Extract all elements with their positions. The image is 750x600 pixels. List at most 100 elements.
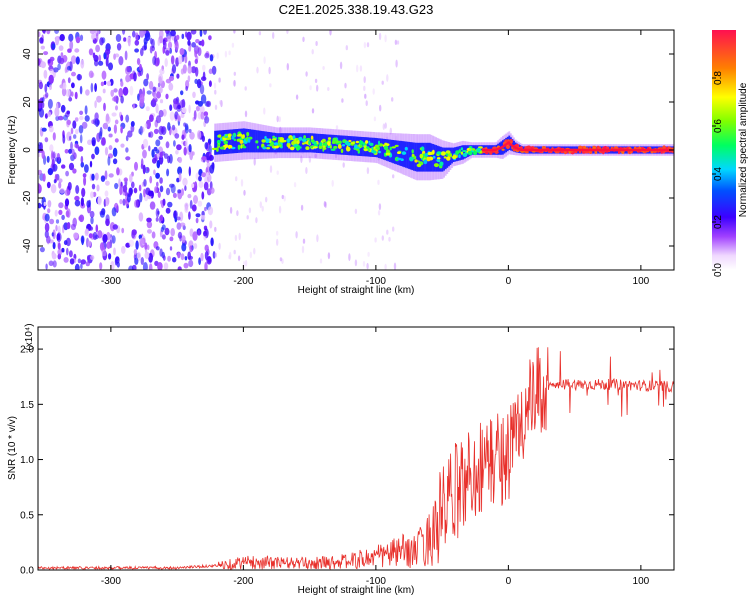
- spectrogram-noise-cell: [111, 235, 116, 244]
- spectrogram-noise-cell: [184, 185, 187, 191]
- spectrogram-ridge-cell: [420, 146, 425, 152]
- spectrogram-noise-cell: [331, 179, 334, 187]
- spectrogram-ridge-core: [408, 141, 410, 169]
- spectrogram-ridge-cell: [223, 140, 228, 145]
- spectrogram-ridge-cell: [385, 152, 391, 156]
- spectrogram-noise-cell: [195, 217, 199, 224]
- spectrogram-noise-cell: [71, 71, 76, 77]
- spectrogram-noise-cell: [148, 80, 154, 90]
- spectrogram-noise-cell: [183, 146, 187, 156]
- spectrogram-noise-cell: [392, 226, 395, 232]
- spectrogram-ridge-cell: [469, 148, 472, 151]
- spectrogram-noise-cell: [87, 240, 92, 247]
- spectrogram-noise-cell: [73, 134, 77, 139]
- spectrogram-noise-cell: [181, 107, 187, 114]
- spectrogram-ridge-cell: [592, 146, 596, 150]
- spectrogram-noise-cell: [170, 30, 176, 37]
- spectrogram-noise-cell: [80, 161, 85, 168]
- spectrogram-ridge-core: [228, 129, 231, 154]
- spectrogram-noise-cell: [167, 201, 173, 208]
- spectrogram-ridge-core: [254, 129, 256, 153]
- spectrogram-noise-cell: [384, 263, 387, 270]
- spectrogram-x-tick-label: 0: [506, 276, 512, 287]
- spectrogram-noise-cell: [177, 189, 182, 194]
- spectrogram-noise-cell: [120, 114, 124, 122]
- spectrogram-noise-cell: [190, 30, 197, 35]
- spectrogram-noise-cell: [69, 40, 74, 50]
- snr-y-tick-label: 1.0: [20, 455, 34, 466]
- spectrogram-ridge-cell: [344, 141, 350, 145]
- spectrogram-noise-cell: [140, 158, 144, 168]
- spectrogram-noise-cell: [327, 252, 331, 260]
- spectrogram-noise-cell: [293, 182, 297, 188]
- spectrogram-ridge-cell: [433, 163, 439, 168]
- snr-x-tick-label: 100: [633, 576, 650, 587]
- spectrogram-noise-cell: [147, 229, 152, 234]
- spectrogram-noise-cell: [201, 156, 207, 161]
- spectrogram-noise-cell: [52, 260, 57, 268]
- spectrogram-noise-cell: [344, 82, 347, 89]
- spectrogram-ridge-cell: [265, 138, 270, 144]
- spectrogram-noise-cell: [168, 82, 174, 91]
- spectrogram-noise-cell: [146, 244, 150, 251]
- spectrogram-ridge-cell: [331, 141, 337, 144]
- spectrogram-ridge-cell: [471, 148, 476, 151]
- spectrogram-noise-cell: [119, 199, 123, 205]
- spectrogram-noise-cell: [263, 107, 266, 115]
- spectrogram-ridge-cell: [272, 138, 277, 141]
- colorbar-tick-label: 0.2: [713, 215, 724, 229]
- spectrogram-ridge-cell: [485, 151, 489, 155]
- spectrogram-noise-cell: [45, 263, 48, 270]
- snr-y-tick-label: 1.5: [20, 400, 34, 411]
- spectrogram-ridge-core: [440, 146, 442, 172]
- spectrogram-noise-cell: [121, 227, 125, 234]
- spectrogram-noise-cell: [204, 250, 209, 261]
- spectrogram-noise-cell: [74, 91, 78, 100]
- spectrogram-noise-cell: [149, 37, 153, 45]
- spectrogram-noise-cell: [111, 112, 117, 117]
- spectrogram-noise-cell: [377, 210, 381, 216]
- spectrogram-noise-cell: [213, 82, 217, 89]
- spectrogram-ridge-cell: [239, 139, 244, 144]
- spectrogram-noise-cell: [359, 65, 363, 72]
- spectrogram-noise-cell: [300, 155, 303, 163]
- spectrogram-y-tick-label: -40: [22, 238, 33, 253]
- spectrogram-noise-cell: [149, 201, 156, 210]
- spectrogram-noise-cell: [53, 67, 59, 73]
- spectrogram-noise-cell: [115, 256, 120, 264]
- spectrogram-noise-cell: [204, 142, 209, 150]
- spectrogram-noise-cell: [91, 33, 96, 41]
- spectrogram-noise-cell: [128, 265, 134, 270]
- spectrogram-noise-cell: [54, 30, 60, 34]
- spectrogram-noise-cell: [77, 146, 84, 152]
- spectrogram-noise-cell: [354, 259, 358, 267]
- spectrogram-noise-cell: [49, 68, 54, 74]
- spectrogram-noise-cell: [112, 158, 118, 165]
- spectrogram-noise-cell: [64, 149, 69, 154]
- spectrogram-noise-cell: [62, 82, 67, 90]
- spectrogram-noise-cell: [42, 173, 46, 182]
- spectrogram-noise-cell: [115, 105, 118, 111]
- spectrogram-noise-cell: [105, 180, 110, 186]
- spectrogram-noise-cell: [60, 104, 66, 113]
- spectrogram-noise-cell: [113, 88, 118, 93]
- spectrogram-noise-cell: [134, 161, 138, 171]
- spectrogram-noise-cell: [339, 61, 343, 70]
- spectrogram-noise-cell: [38, 184, 42, 194]
- spectrogram-noise-cell: [103, 102, 106, 112]
- spectrogram-noise-cell: [180, 253, 185, 261]
- spectrogram-noise-cell: [51, 252, 57, 260]
- spectrogram-noise-cell: [177, 252, 181, 259]
- spectrogram-noise-cell: [197, 130, 202, 140]
- spectrogram-noise-cell: [111, 207, 117, 217]
- spectrogram-noise-cell: [112, 224, 119, 230]
- spectrogram-noise-cell: [149, 114, 154, 122]
- spectrogram-noise-cell: [68, 97, 73, 102]
- spectrogram-noise-cell: [392, 174, 395, 179]
- spectrogram-noise-cell: [58, 202, 64, 209]
- spectrogram-ridge-layer: [211, 121, 674, 181]
- spectrogram-noise-cell: [81, 121, 88, 129]
- spectrogram-noise-cell: [278, 116, 281, 123]
- spectrogram-noise-cell: [305, 167, 308, 174]
- spectrogram-ridge-cell: [455, 150, 460, 155]
